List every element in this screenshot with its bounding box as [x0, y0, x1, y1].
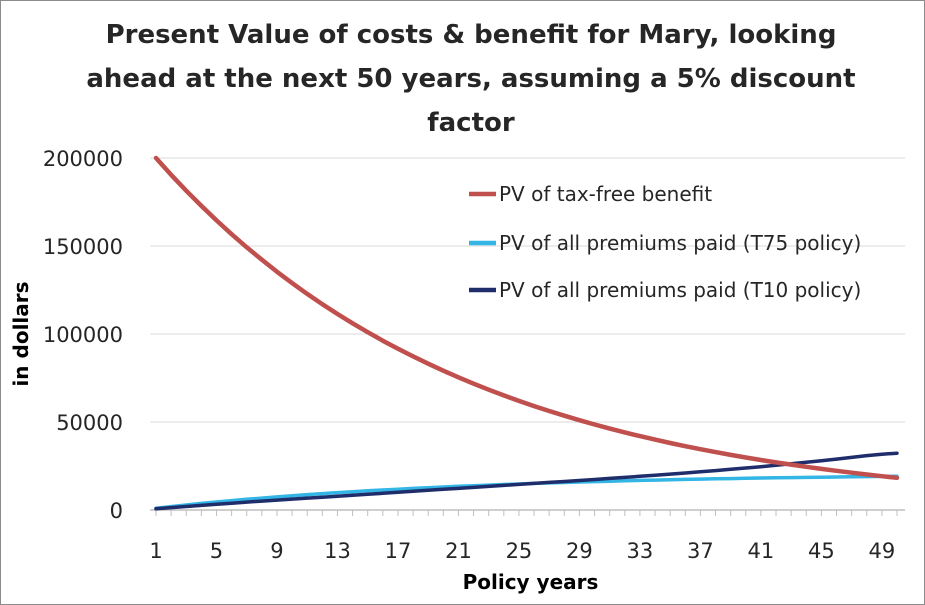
legend: PV of tax-free benefit PV of all premiums…: [469, 182, 861, 302]
chart-title: Present Value of costs & benefit for Mar…: [86, 20, 856, 138]
x-tick-label: 25: [506, 539, 533, 563]
x-tick-label: 45: [808, 539, 835, 563]
x-axis-title: Policy years: [463, 570, 599, 594]
x-tick-label: 41: [748, 539, 775, 563]
x-tick-label: 49: [869, 539, 896, 563]
y-tick-label: 50000: [56, 411, 123, 435]
x-tick-label: 29: [566, 539, 593, 563]
gridlines: [150, 157, 905, 423]
series-line: [154, 474, 899, 510]
x-tick-label: 17: [385, 539, 412, 563]
x-tick-label: 33: [627, 539, 654, 563]
x-tick-label: 21: [445, 539, 472, 563]
y-tick-label: 100000: [43, 323, 123, 347]
legend-entry: PV of all premiums paid (T10 policy): [499, 278, 861, 302]
axes: 0 50000 100000 150000 200000 1 5 9 13 17 21 25 29 33 3…: [9, 147, 905, 594]
y-tick-label: 150000: [43, 235, 123, 259]
y-tick-label: 0: [110, 499, 123, 523]
x-tick-label: 5: [210, 539, 223, 563]
series-lines: [153, 155, 900, 511]
series-line: [153, 155, 900, 481]
y-tick-label: 200000: [43, 147, 123, 171]
legend-entry: PV of all premiums paid (T75 policy): [499, 231, 861, 255]
x-tick-label: 9: [270, 539, 283, 563]
legend-entry: PV of tax-free benefit: [499, 182, 712, 206]
x-tick-label: 1: [149, 539, 162, 563]
x-tick-label: 37: [687, 539, 714, 563]
x-tick-label: 13: [324, 539, 351, 563]
y-axis-title: in dollars: [9, 281, 33, 386]
series-line: [154, 451, 899, 511]
